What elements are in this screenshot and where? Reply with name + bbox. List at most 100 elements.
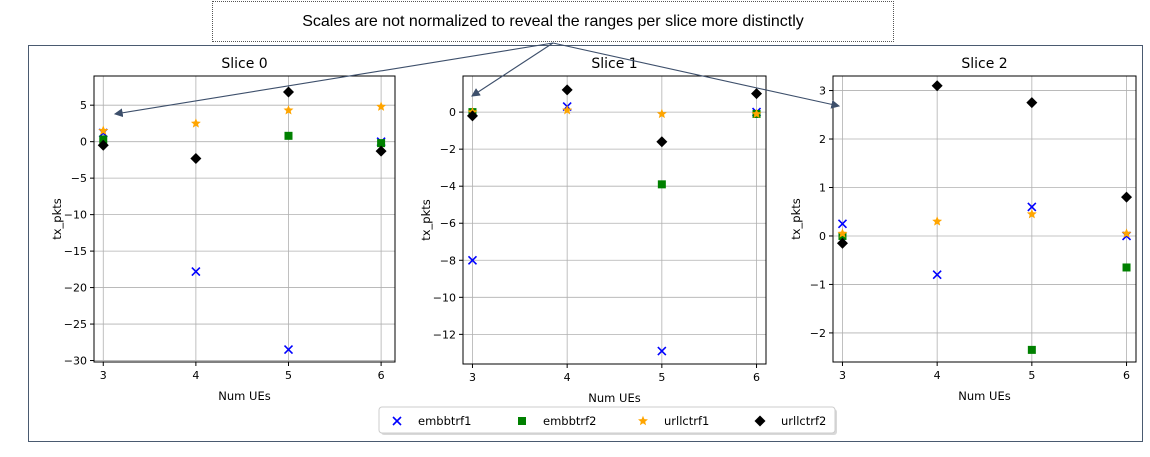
legend-label: urllctrf2: [781, 414, 826, 428]
x-axis-label: Num UEs: [218, 389, 270, 403]
plot-frame: [93, 75, 396, 363]
x-tick-label: 6: [378, 369, 385, 382]
point-embbtrf2: [377, 139, 386, 148]
y-tick-label: 0: [819, 230, 826, 243]
legend-marker: [754, 415, 766, 427]
y-tick-label: −10: [64, 209, 87, 222]
x-tick-label: 4: [564, 371, 571, 384]
y-tick-label: −5: [71, 172, 87, 185]
point-urllctrf1: [932, 216, 943, 226]
y-axis-label: tx_pkts: [789, 198, 803, 240]
slice-2-chart: 3 4 5 6 3 2 1 0 −1 −2 Slice 2 Num UEs tx_pkts: [789, 56, 1137, 403]
legend-label: urllctrf1: [664, 414, 709, 428]
point-urllctrf2: [466, 110, 478, 122]
figure-frame: [28, 45, 1143, 442]
point-embbtrf1: [283, 345, 294, 355]
point-urllctrf1: [751, 108, 762, 119]
x-tick-label: 6: [1123, 369, 1130, 382]
point-embbtrf2: [838, 231, 847, 240]
y-tick-label: 5: [80, 99, 87, 112]
legend-label: embbtrf2: [543, 414, 596, 428]
point-embbtrf2: [1122, 263, 1131, 272]
point-embbtrf1: [1027, 202, 1037, 212]
legend-marker: [638, 415, 648, 426]
y-axis-label: tx_pkts: [50, 198, 64, 240]
x-tick-label: 3: [839, 369, 846, 382]
y-tick-label: −2: [810, 327, 826, 340]
x-tick-label: 4: [192, 369, 199, 382]
x-tick-label: 6: [753, 371, 760, 384]
point-urllctrf2: [375, 145, 387, 157]
legend-item-embbtrf1: embbtrf1: [392, 414, 471, 428]
legend: embbtrf1 embbtrf2 urllctrf1 urllctrf2: [378, 406, 837, 435]
x-tick-label: 3: [100, 369, 107, 382]
legend-box: [378, 406, 836, 434]
point-urllctrf2: [1026, 97, 1038, 109]
point-embbtrf2: [284, 131, 293, 140]
legend-item-urllctrf1: urllctrf1: [638, 414, 709, 428]
y-tick-label: −12: [433, 328, 456, 341]
point-embbtrf2: [99, 135, 108, 144]
point-urllctrf2: [656, 136, 668, 148]
point-urllctrf1: [837, 228, 848, 238]
x-tick-label: 3: [469, 371, 476, 384]
point-urllctrf1: [283, 105, 294, 115]
point-urllctrf2: [190, 152, 202, 164]
legend-item-urllctrf2: urllctrf2: [754, 414, 826, 428]
y-tick-label: −25: [64, 318, 87, 331]
slice-title: Slice 2: [961, 56, 1007, 72]
annotation-arrow-0: [113, 42, 554, 118]
legend-marker: [392, 416, 402, 426]
y-tick-label: −4: [440, 180, 456, 193]
slice-title: Slice 1: [591, 56, 637, 72]
x-tick-label: 5: [1028, 369, 1035, 382]
legend-marker: [518, 417, 526, 425]
point-embbtrf2: [657, 180, 666, 189]
slice-0-chart: 3 4 5 6 5 0 −5 −10 −15 −20 −25 −30 Slice 0 Num UEs tx_…: [50, 56, 396, 403]
y-tick-label: −15: [64, 245, 87, 258]
point-embbtrf1: [837, 219, 848, 229]
y-tick-label: −20: [64, 282, 87, 295]
point-embbtrf1: [467, 255, 478, 265]
point-embbtrf1: [191, 266, 201, 277]
annotation-arrows: [113, 42, 841, 118]
x-axis-label: Num UEs: [958, 389, 1010, 403]
point-urllctrf2: [751, 88, 763, 100]
point-urllctrf2: [282, 86, 294, 98]
point-urllctrf1: [1121, 228, 1132, 238]
y-tick-label: 0: [80, 136, 87, 149]
point-urllctrf1: [190, 118, 201, 128]
annotation-text: Scales are not normalized to reveal the …: [302, 12, 804, 30]
slice-1-chart: 3 4 5 6 0 −2 −4 −6 −8 −10 −12 Slice 1 Num UEs tx_pkts: [419, 56, 767, 405]
y-tick-label: −10: [433, 291, 456, 304]
annotation-box: Scales are not normalized to reveal the …: [212, 1, 894, 42]
y-tick-label: −30: [64, 355, 87, 368]
point-urllctrf2: [836, 237, 848, 249]
point-embbtrf2: [1027, 345, 1036, 354]
point-urllctrf2: [1121, 191, 1133, 203]
x-tick-label: 5: [285, 369, 292, 382]
point-embbtrf1: [657, 346, 667, 356]
y-axis-label: tx_pkts: [419, 199, 433, 241]
legend-label: embbtrf1: [418, 414, 471, 428]
legend-item-embbtrf2: embbtrf2: [518, 414, 596, 428]
annotation-arrow-2: [552, 42, 841, 109]
point-urllctrf2: [931, 80, 943, 92]
y-tick-label: 0: [449, 106, 456, 119]
y-tick-label: 2: [819, 133, 826, 146]
x-tick-label: 5: [658, 371, 665, 384]
point-embbtrf1: [932, 270, 942, 280]
point-urllctrf1: [1026, 208, 1037, 219]
x-tick-label: 4: [934, 369, 941, 382]
y-tick-label: 3: [819, 85, 826, 98]
y-tick-label: −8: [440, 254, 456, 267]
plot-frame: [832, 75, 1137, 363]
y-tick-label: 1: [819, 181, 826, 194]
plot-frame: [462, 75, 767, 365]
point-urllctrf1: [98, 125, 109, 135]
point-urllctrf1: [376, 101, 387, 111]
point-urllctrf2: [561, 84, 573, 96]
point-urllctrf2: [97, 139, 109, 151]
y-tick-label: −2: [440, 143, 456, 156]
